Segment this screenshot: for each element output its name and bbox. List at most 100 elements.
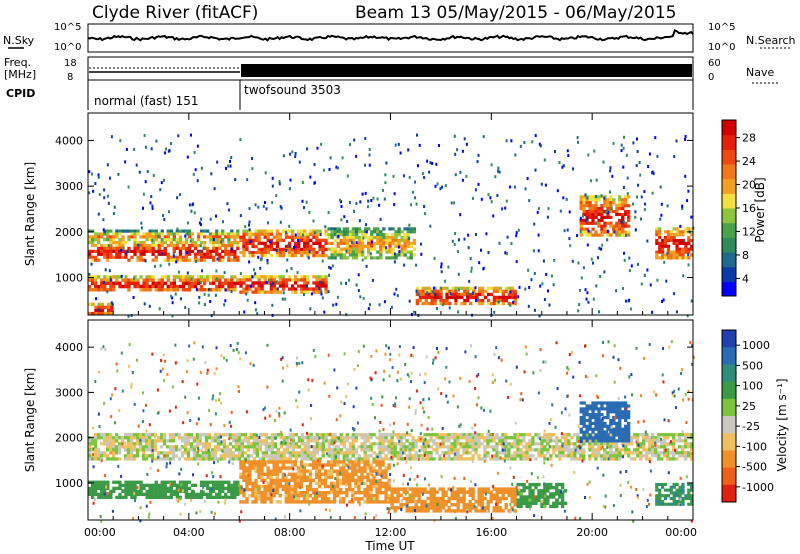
heatmap-cell (363, 500, 367, 504)
heatmap-cell (661, 253, 665, 257)
heatmap-cell (168, 210, 170, 214)
heatmap-cell (327, 472, 331, 476)
heatmap-cell (339, 233, 343, 237)
heatmap-cell (284, 235, 289, 239)
heatmap-cell (308, 475, 313, 479)
heatmap-cell (672, 253, 676, 257)
heatmap-cell (515, 260, 518, 264)
heatmap-cell (315, 287, 319, 291)
heatmap-cell (402, 490, 406, 494)
heatmap-cell (571, 259, 574, 263)
heatmap-cell (498, 442, 502, 446)
heatmap-cell (245, 472, 249, 476)
heatmap-cell (510, 292, 514, 297)
heatmap-cell (579, 227, 583, 231)
heatmap-cell (564, 501, 568, 505)
heatmap-cell (157, 495, 161, 499)
heatmap-cell (94, 451, 98, 455)
heatmap-cell (585, 404, 589, 408)
heatmap-cell (579, 204, 583, 208)
heatmap-cell (237, 448, 242, 452)
heatmap-cell (615, 427, 619, 431)
heatmap-cell (526, 177, 529, 181)
heatmap-cell (236, 255, 240, 259)
heatmap-cell (483, 451, 487, 455)
heatmap-cell (385, 161, 388, 165)
heatmap-cell (618, 413, 622, 417)
noise-right-tick-top: 10^5 (708, 22, 735, 33)
heatmap-cell (159, 433, 164, 437)
heatmap-cell (151, 489, 155, 493)
heatmap-cell (393, 292, 396, 296)
heatmap-cell (160, 229, 164, 233)
heatmap-cell (239, 250, 243, 255)
heatmap-cell (248, 232, 252, 236)
heatmap-cell (403, 250, 407, 254)
heatmap-cell (297, 451, 301, 455)
heatmap-cell (381, 448, 385, 452)
heatmap-cell (154, 495, 158, 499)
heatmap-cell (628, 298, 631, 302)
heatmap-cell (543, 501, 547, 505)
heatmap-cell (582, 195, 586, 199)
y-tick-label: 1000 (55, 272, 83, 285)
heatmap-cell (154, 258, 158, 262)
heatmap-cell (273, 457, 277, 461)
heatmap-cell (582, 416, 586, 420)
heatmap-cell (534, 495, 538, 499)
heatmap-cell (278, 469, 282, 473)
heatmap-cell (222, 454, 227, 458)
heatmap-cell (549, 492, 553, 496)
heatmap-cell (569, 244, 572, 248)
heatmap-cell (531, 454, 535, 458)
heatmap-cell (270, 445, 274, 449)
heatmap-cell (609, 457, 613, 461)
heatmap-cell (681, 247, 685, 251)
heatmap-cell (112, 489, 116, 493)
heatmap-cell (169, 281, 173, 286)
heatmap-cell (287, 466, 291, 470)
heatmap-cell (305, 484, 310, 489)
heatmap-cell (309, 454, 313, 458)
heatmap-cell (130, 232, 134, 236)
heatmap-cell (204, 454, 209, 458)
heatmap-cell (662, 298, 665, 302)
heatmap-cell (519, 451, 523, 455)
heatmap-cell (483, 454, 487, 458)
heatmap-cell (127, 492, 131, 496)
heatmap-cell (276, 451, 280, 455)
heatmap-cell (351, 494, 355, 498)
heatmap-cell (360, 250, 365, 254)
heatmap-cell (364, 227, 368, 231)
heatmap-cell (106, 433, 110, 437)
heatmap-cell (199, 489, 204, 493)
heatmap-cell (469, 301, 473, 306)
heatmap-cell (308, 494, 313, 498)
heatmap-cell (302, 475, 307, 479)
heatmap-cell (210, 457, 215, 461)
heatmap-cell (254, 235, 258, 239)
heatmap-cell (370, 240, 373, 244)
heatmap-cell (457, 295, 461, 300)
heatmap-cell (272, 491, 276, 495)
heatmap-cell (209, 480, 213, 484)
heatmap-cell (669, 433, 673, 437)
heatmap-cell (522, 445, 526, 449)
heatmap-cell (672, 433, 676, 437)
heatmap-cell (254, 232, 258, 236)
heatmap-cell (272, 469, 276, 473)
heatmap-cell (248, 253, 252, 258)
heatmap-cell (378, 491, 382, 495)
heatmap-cell (408, 237, 411, 240)
heatmap-cell (615, 457, 619, 461)
heatmap-cell (297, 232, 301, 236)
heatmap-cell (666, 256, 670, 260)
heatmap-cell (144, 145, 147, 149)
heatmap-cell (655, 227, 659, 231)
heatmap-cell (576, 448, 580, 452)
heatmap-cell (184, 258, 189, 262)
heatmap-cell (260, 250, 264, 255)
heatmap-cell (597, 198, 601, 202)
heatmap-cell (562, 196, 565, 200)
heatmap-cell (206, 246, 210, 250)
